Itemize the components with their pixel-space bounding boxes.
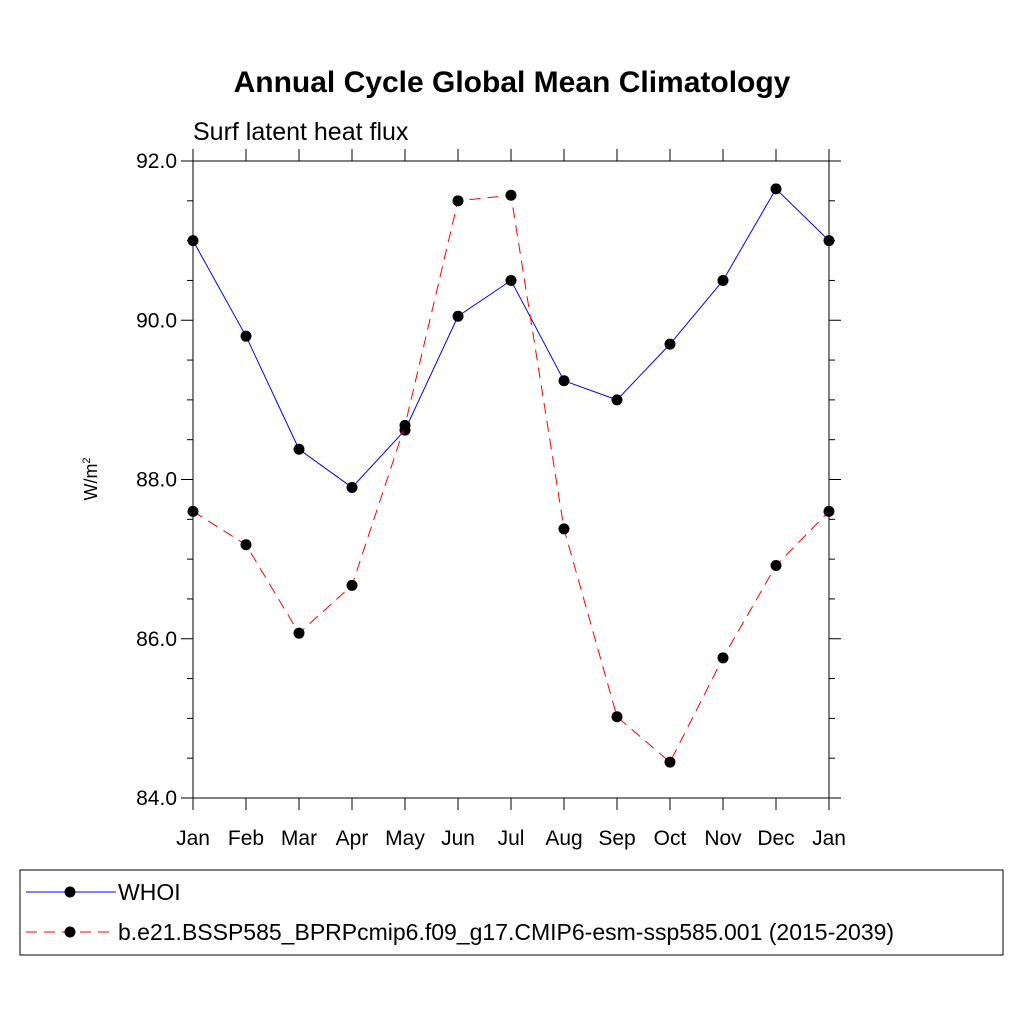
legend-swatch-marker-whoi [64, 886, 76, 898]
data-point [505, 274, 517, 286]
x-tick-label: Jun [441, 827, 475, 850]
data-point [399, 419, 411, 431]
y-axis-label-superscript: 2 [81, 457, 93, 463]
legend-box [19, 869, 1004, 956]
x-tick-label: Dec [757, 827, 794, 850]
data-point [664, 756, 676, 768]
data-point [717, 274, 729, 286]
y-axis-label: W/m2 [81, 457, 101, 500]
data-point [505, 189, 517, 201]
data-point [293, 627, 305, 639]
data-point [187, 505, 199, 517]
plot-border [192, 160, 830, 799]
data-point [770, 183, 782, 195]
data-point [823, 505, 835, 517]
x-tick-label: Apr [336, 827, 369, 850]
legend-label-cmip6: b.e21.BSSP585_BPRPcmip6.f09_g17.CMIP6-es… [118, 919, 894, 945]
x-tick-label: Oct [654, 827, 687, 850]
series-line-0 [192, 188, 830, 489]
legend-swatch-marker-cmip6 [64, 926, 76, 938]
x-tick-label: Jan [176, 827, 210, 850]
data-point [452, 195, 464, 207]
x-tick-label: Sep [598, 827, 635, 850]
y-tick-label: 90.0 [136, 309, 177, 332]
x-tick-label: Mar [281, 827, 317, 850]
series-0 [187, 183, 835, 493]
y-tick-label: 92.0 [136, 150, 177, 173]
data-point [664, 338, 676, 350]
data-point [770, 559, 782, 571]
legend: WHOI b.e21.BSSP585_BPRPcmip6.f09_g17.CMI… [19, 869, 1004, 956]
data-point [611, 711, 623, 723]
x-tick-label: Aug [545, 827, 582, 850]
data-point [717, 652, 729, 664]
x-tick-labels: Jan Feb Mar Apr May Jun Jul Aug Sep Oct Nov Dec Jan [176, 827, 846, 850]
x-tick-label: Feb [228, 827, 264, 850]
data-point [452, 310, 464, 322]
data-point [611, 394, 623, 406]
x-tick-label: Jan [812, 827, 846, 850]
legend-label-whoi: WHOI [118, 879, 181, 905]
chart-subtitle: Surf latent heat flux [193, 118, 409, 146]
data-point [558, 375, 570, 387]
y-tick-label: 86.0 [136, 628, 177, 651]
data-point [346, 579, 358, 591]
y-axis-label-base: W/m [81, 464, 101, 501]
data-point [346, 481, 358, 493]
x-tick-label: Nov [704, 827, 742, 850]
y-tick-label: 88.0 [136, 469, 177, 492]
axis-ticks [181, 149, 841, 810]
series-layer [187, 183, 835, 768]
chart-title: Annual Cycle Global Mean Climatology [234, 66, 791, 99]
data-point [293, 443, 305, 455]
data-point [187, 235, 199, 247]
plot-area [192, 160, 830, 799]
data-point [558, 523, 570, 535]
series-1 [187, 189, 835, 768]
svg-text:W/m2: W/m2 [81, 457, 101, 500]
data-point [240, 330, 252, 342]
data-point [240, 539, 252, 551]
y-tick-labels: 84.0 86.0 88.0 90.0 92.0 [136, 150, 177, 810]
data-point [823, 235, 835, 247]
y-tick-label: 84.0 [136, 787, 177, 810]
x-tick-label: May [385, 827, 425, 850]
x-tick-label: Jul [498, 827, 525, 850]
